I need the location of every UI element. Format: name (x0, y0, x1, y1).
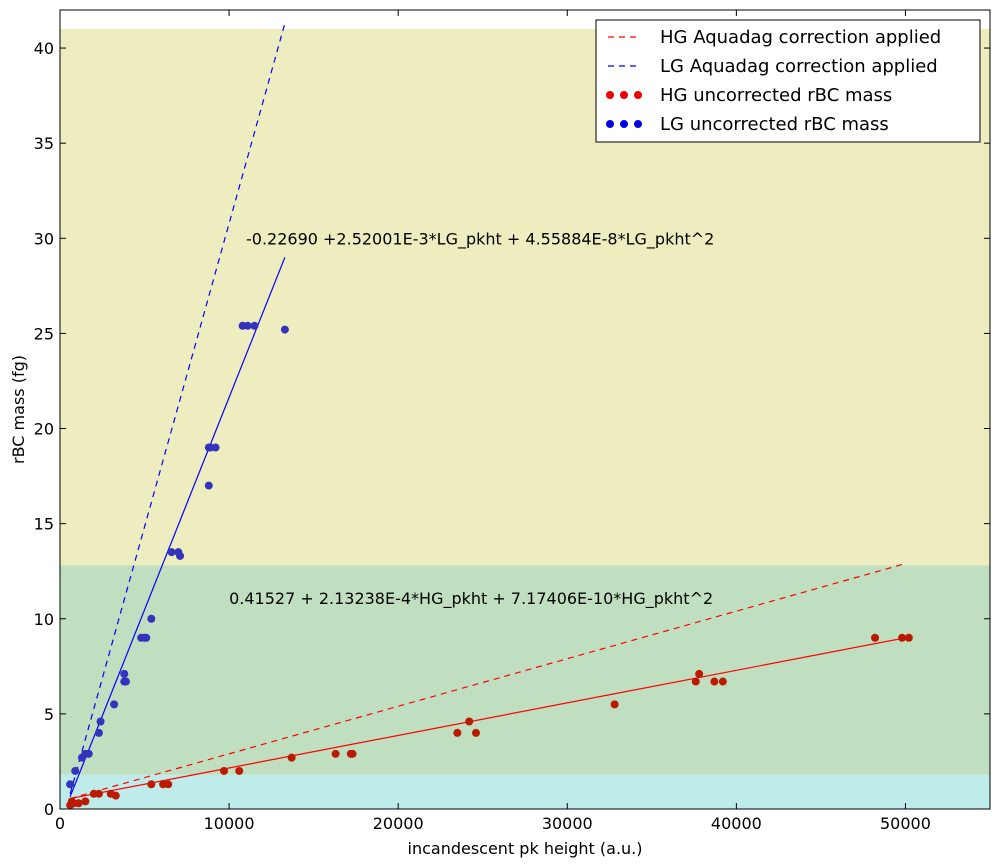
x-tick-label: 20000 (373, 814, 424, 833)
data-point-series-2 (465, 717, 474, 726)
legend-label-lg-uncorrected: LG uncorrected rBC mass (660, 114, 889, 135)
data-point-series-3 (94, 728, 103, 737)
data-point-series-2 (710, 677, 719, 686)
data-point-series-2 (691, 677, 700, 686)
x-tick-label: 0 (55, 814, 65, 833)
series-line-4 (70, 637, 906, 800)
legend-label-hg-uncorrected: HG uncorrected rBC mass (660, 85, 892, 106)
y-axis-ticks: 0 5 10 15 20 25 30 35 40 (34, 39, 990, 819)
data-point-series-2 (331, 749, 340, 758)
data-point-series-3 (211, 443, 220, 452)
data-point-series-3 (142, 633, 151, 642)
data-point-series-2 (81, 797, 90, 806)
data-point-series-3 (120, 669, 129, 678)
data-point-series-2 (904, 633, 913, 642)
data-point-series-3 (121, 677, 130, 686)
y-tick-label: 30 (34, 229, 54, 248)
y-tick-label: 0 (44, 800, 54, 819)
x-tick-label: 10000 (204, 814, 255, 833)
background-band-0 (60, 774, 990, 809)
data-point-series-2 (695, 669, 704, 678)
series-line-5 (69, 257, 286, 797)
plot-frame (59, 9, 991, 810)
data-point-series-2 (348, 749, 357, 758)
data-point-series-3 (71, 766, 80, 775)
y-tick-label: 20 (34, 420, 54, 439)
data-point-series-3 (84, 749, 93, 758)
data-point-series-3 (96, 717, 105, 726)
background-band-1 (60, 565, 990, 775)
data-point-series-2 (610, 700, 619, 709)
data-point-series-3 (110, 700, 119, 709)
data-point-series-2 (220, 766, 229, 775)
y-tick-label: 35 (34, 134, 54, 153)
y-tick-label: 15 (34, 515, 54, 534)
legend-swatch-2 (634, 91, 642, 99)
y-tick-label: 10 (34, 610, 54, 629)
x-axis-label: incandescent pk height (a.u.) (408, 839, 643, 858)
legend-swatch-2 (606, 91, 614, 99)
legend: HG Aquadag correction applied LG Aquadag… (595, 19, 981, 143)
series-line-1 (69, 23, 286, 794)
data-point-series-2 (718, 677, 727, 686)
legend-swatch-3 (606, 120, 614, 128)
data-point-series-2 (471, 728, 480, 737)
x-tick-label: 40000 (711, 814, 762, 833)
y-axis-label: rBC mass (fg) (9, 355, 28, 464)
data-point-series-2 (74, 799, 83, 808)
hg-fit-equation: 0.41527 + 2.13238E-4*HG_pkht + 7.17406E-… (229, 589, 713, 609)
legend-label-hg-corrected: HG Aquadag correction applied (660, 27, 941, 48)
legend-label-lg-corrected: LG Aquadag correction applied (660, 56, 938, 77)
legend-swatch-3 (620, 120, 628, 128)
data-point-series-2 (147, 780, 156, 789)
data-point-series-2 (94, 789, 103, 798)
annotations: -0.22690 +2.52001E-3*LG_pkht + 4.55884E-… (229, 229, 714, 609)
data-point-series-2 (111, 791, 120, 800)
data-point-series-2 (453, 728, 462, 737)
data-point-series-3 (204, 481, 213, 490)
data-point-series-2 (898, 633, 907, 642)
data-point-series-3 (147, 614, 156, 623)
data-point-series-3 (66, 780, 75, 789)
y-tick-label: 5 (44, 705, 54, 724)
data-point-series-3 (167, 548, 176, 557)
series-line-0 (69, 563, 906, 800)
data-point-series-2 (287, 753, 296, 762)
series-lines (69, 23, 906, 800)
data-point-series-3 (243, 321, 252, 330)
legend-swatch-3 (634, 120, 642, 128)
legend-box (595, 19, 981, 143)
x-axis-ticks: 0 10000 20000 30000 40000 50000 (55, 10, 931, 833)
legend-swatch-2 (620, 91, 628, 99)
y-tick-label: 40 (34, 39, 54, 58)
data-point-series-2 (871, 633, 880, 642)
data-point-series-3 (250, 321, 259, 330)
lg-fit-equation: -0.22690 +2.52001E-3*LG_pkht + 4.55884E-… (246, 229, 714, 249)
y-tick-label: 25 (34, 324, 54, 343)
data-point-series-2 (164, 780, 173, 789)
data-point-series-2 (235, 766, 244, 775)
data-point-series-3 (280, 325, 289, 334)
series-points (66, 321, 913, 810)
x-tick-label: 30000 (542, 814, 593, 833)
data-point-series-3 (176, 551, 185, 560)
background-bands (60, 29, 990, 809)
x-tick-label: 50000 (880, 814, 931, 833)
